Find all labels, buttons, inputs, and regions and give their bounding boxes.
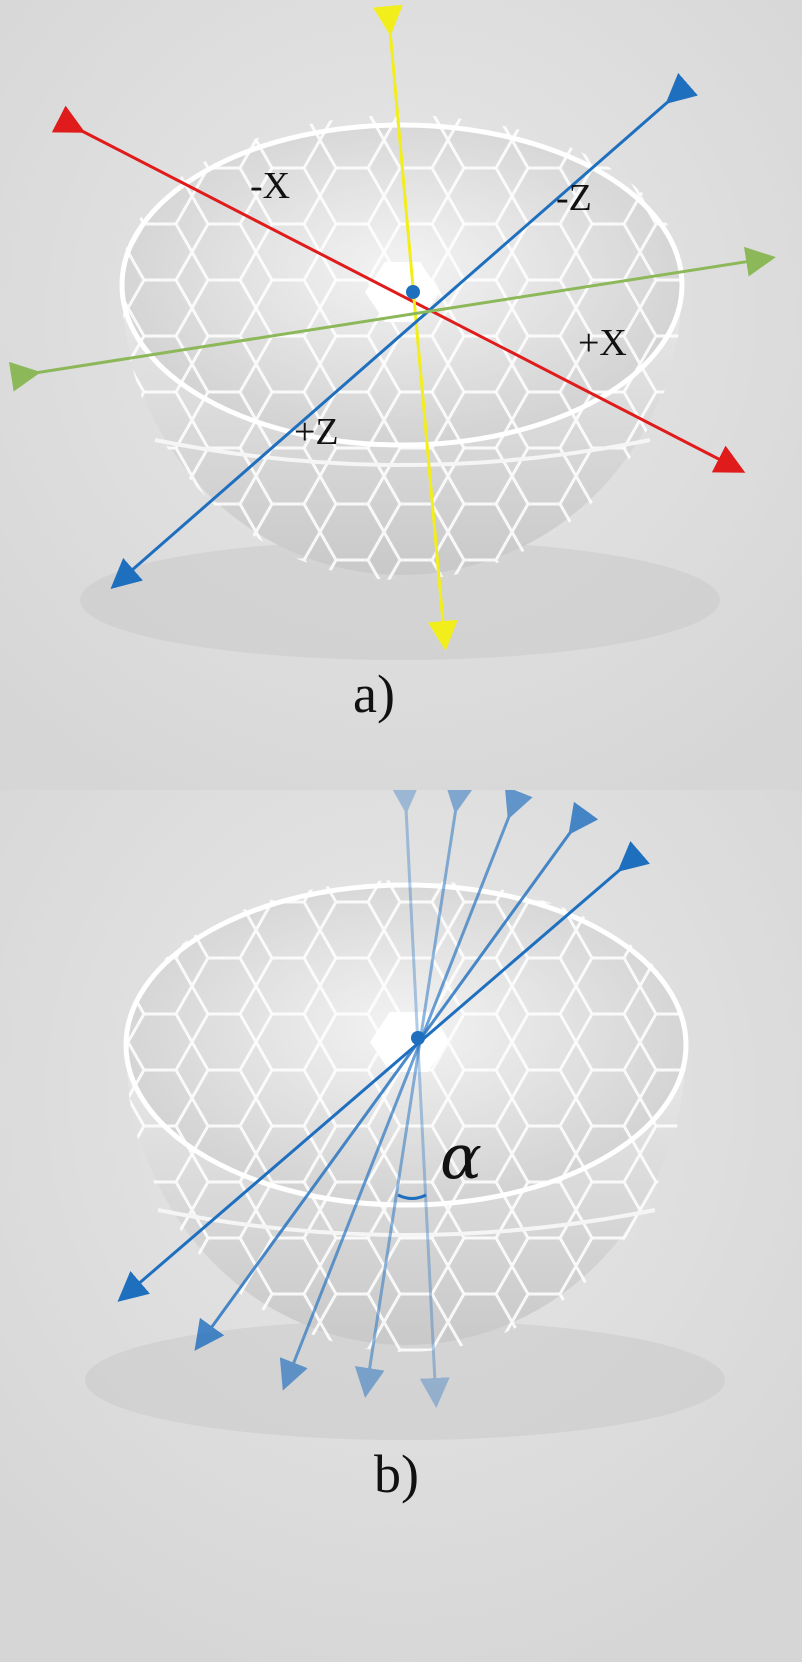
panel-b-figure: α b): [0, 790, 802, 1662]
label-neg-z: -Z: [556, 177, 592, 219]
label-pos-x: +X: [578, 322, 627, 364]
panel-b: α b): [0, 790, 802, 1662]
horizontal-axis: [8, 246, 776, 392]
origin-point: [406, 285, 420, 299]
angle-symbol: α: [440, 1120, 482, 1193]
ray-fan: [117, 790, 650, 1408]
panel-a: -X -Z +X +Z a): [0, 0, 802, 790]
angle-arc: [397, 1193, 427, 1200]
label-pos-z: +Z: [294, 411, 339, 453]
origin-point: [411, 1031, 425, 1045]
label-neg-x: -X: [250, 165, 290, 207]
caption-a: a): [353, 664, 395, 724]
ray: [117, 840, 650, 1302]
caption-b: b): [374, 1444, 419, 1504]
panel-a-figure: -X -Z +X +Z a): [0, 0, 802, 790]
